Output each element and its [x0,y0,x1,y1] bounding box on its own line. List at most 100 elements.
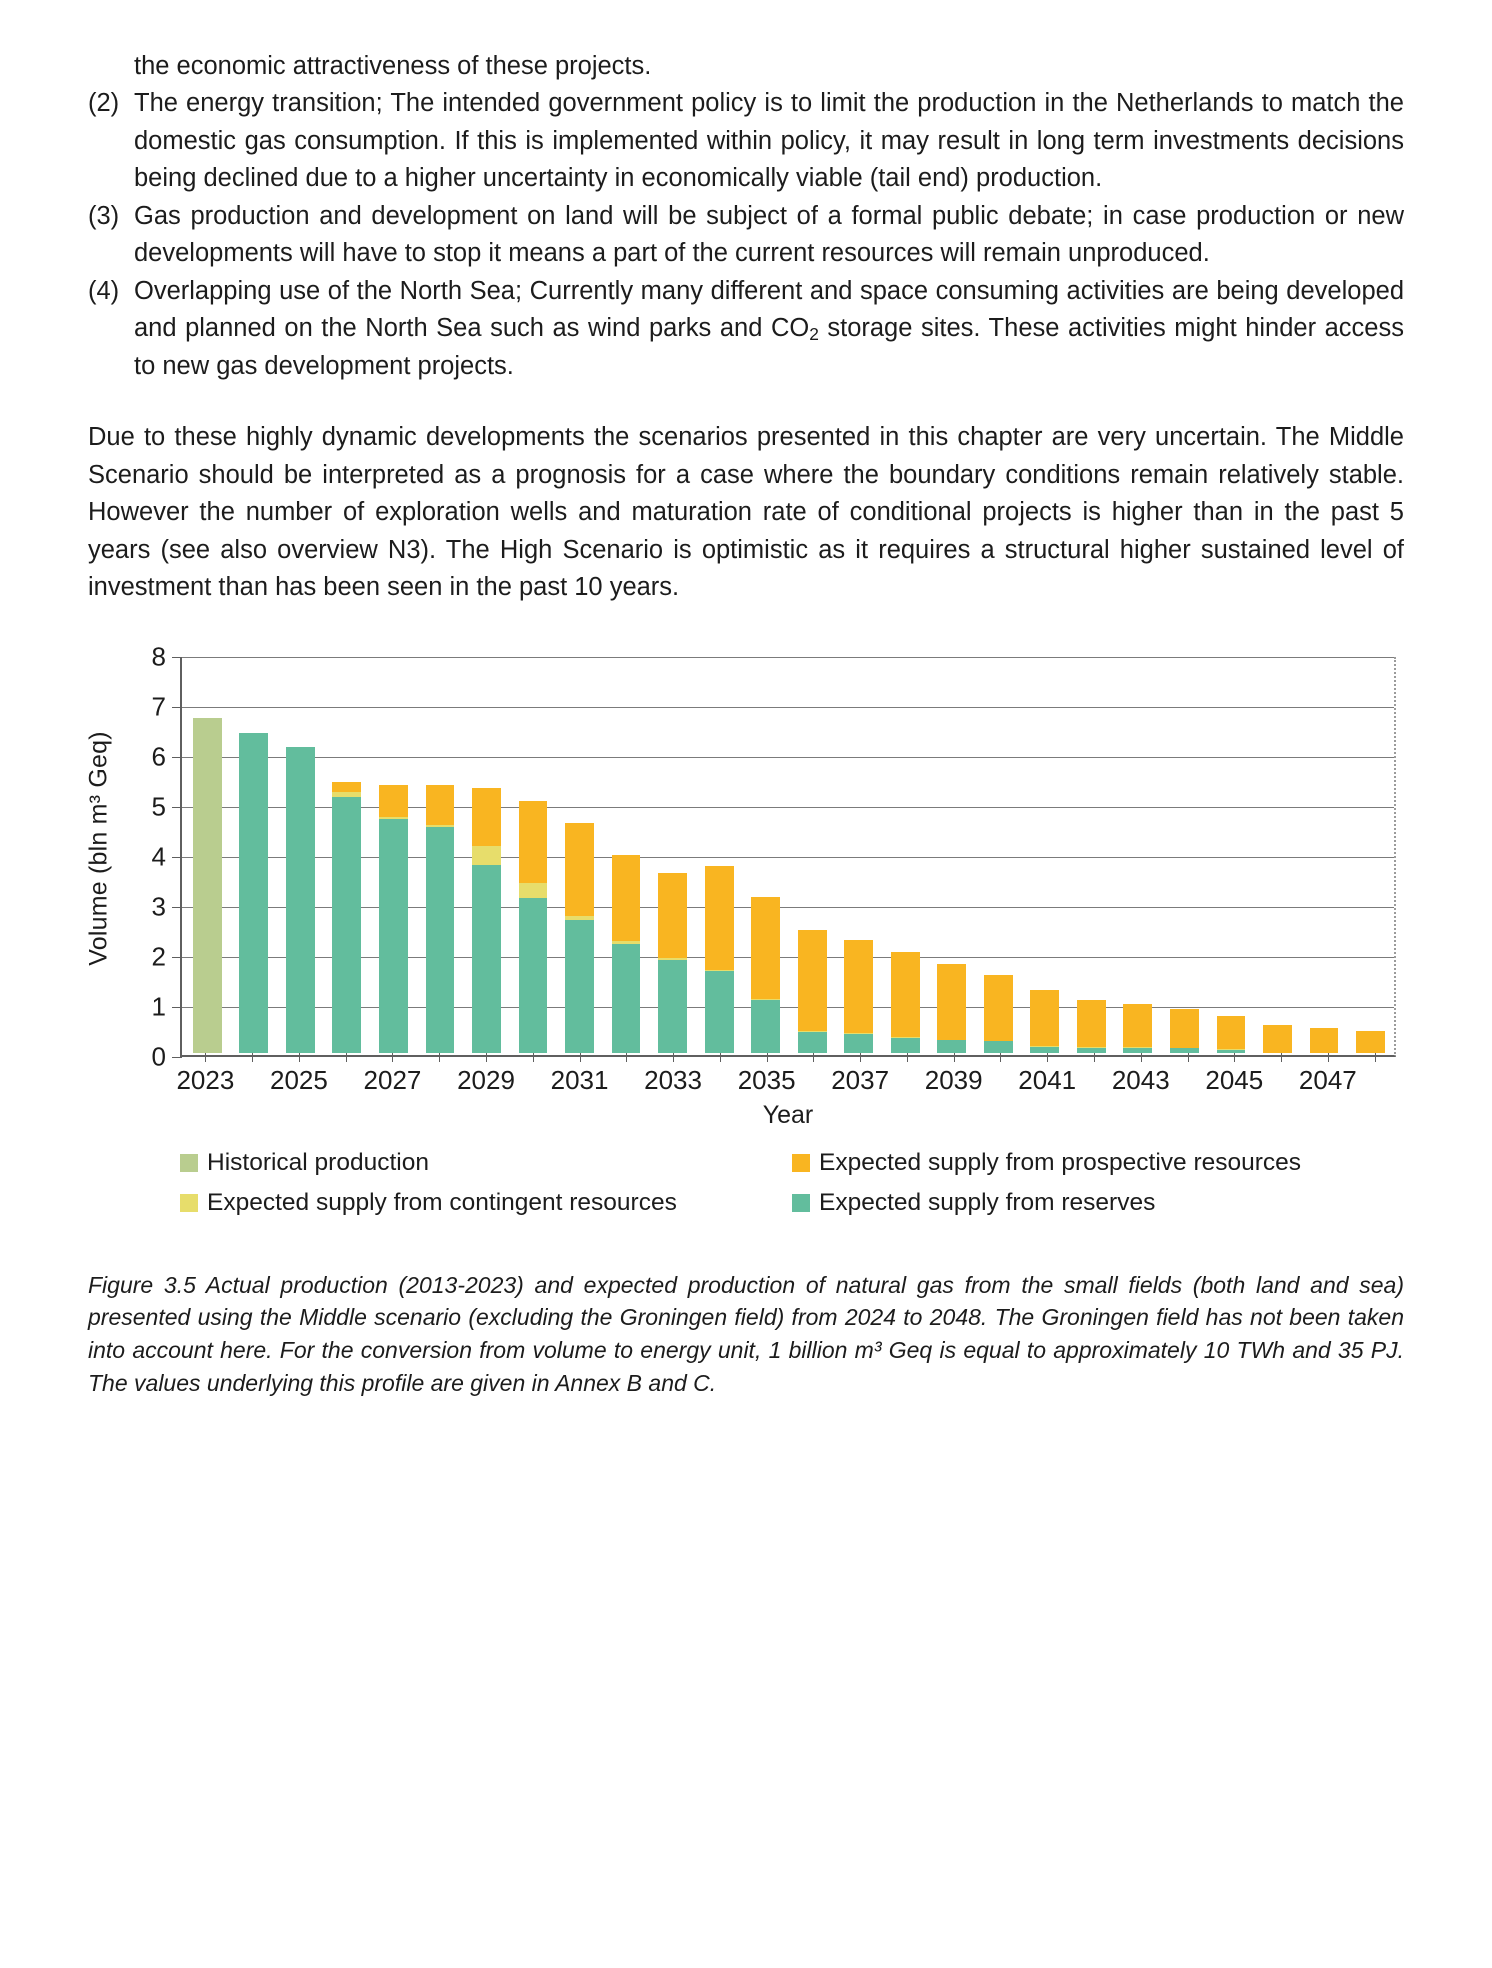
bar[interactable] [611,855,641,1053]
legend-item[interactable]: Expected supply from prospective resourc… [792,1149,1404,1177]
x-tick-mark [345,1052,347,1062]
bar-segment [937,964,967,1040]
bar[interactable] [797,930,827,1053]
bar[interactable] [658,872,687,1053]
bar[interactable] [332,781,362,1053]
bar-segment [797,1031,827,1033]
bar[interactable] [1356,1031,1385,1053]
body-text: the economic attractiveness of these pro… [88,48,1404,607]
bar-slot [1254,653,1301,1053]
bar-segment [565,916,594,921]
legend-item[interactable]: Historical production [180,1149,792,1177]
bar-segment [1076,999,1106,1048]
gridline [182,1006,1394,1008]
bar-segment [565,822,594,917]
gridline [182,756,1394,758]
bar-slot [1068,653,1115,1053]
x-tick-label: 2023 [176,1064,235,1095]
x-tick-label: 2041 [1018,1064,1077,1095]
bar[interactable] [844,940,874,1053]
bar[interactable] [472,787,501,1053]
bar[interactable] [1216,1016,1246,1053]
bar[interactable] [1170,1009,1199,1053]
bar[interactable] [378,785,408,1053]
lead-line: the economic attractiveness of these pro… [134,52,652,80]
bar-slot [929,653,976,1053]
y-tick-mark [172,1006,182,1008]
bar-segment [378,819,408,1053]
bar[interactable] [1076,999,1106,1053]
x-tick-mark [719,1052,721,1062]
chart-legend: Historical production Expected supply fro… [180,1149,1404,1217]
x-tick-label: 2043 [1111,1064,1170,1095]
bar[interactable] [192,717,222,1053]
list-item-number: (3) [88,201,120,230]
bar-segment [518,882,548,898]
x-tick-mark [1047,1052,1049,1062]
x-tick-mark [813,1052,815,1062]
list-item-number: (2) [88,89,120,118]
x-tick-label: 2045 [1205,1064,1264,1095]
bar-segment [1123,1004,1153,1048]
bar[interactable] [1309,1028,1339,1053]
x-tick-mark [1187,1052,1189,1062]
figure-caption: Figure 3.5 Actual production (2013-2023)… [88,1271,1404,1396]
bar[interactable] [751,896,781,1053]
x-tick-mark [532,1052,534,1062]
legend-label: Expected supply from reserves [819,1188,1156,1216]
y-tick-label: 3 [151,891,166,922]
bar-segment [332,781,362,792]
bar-segment [983,1041,1013,1053]
bar-slot [1347,653,1394,1053]
bar-segment [332,796,362,1053]
bar-segment [1170,1009,1199,1048]
bar-segment [1216,1049,1246,1050]
x-axis-label: Year [762,1100,814,1129]
legend-label: Expected supply from contingent resource… [207,1188,677,1216]
list-item-text: Gas production and development on land w… [134,201,1404,268]
bar[interactable] [425,785,455,1053]
bar-slot [975,653,1022,1053]
bar-segment [844,1033,874,1035]
bar[interactable] [1123,1004,1153,1053]
bar[interactable] [239,732,269,1053]
list-item-text: Overlapping use of the North Sea; Curren… [134,273,1404,385]
bar-segment [983,1040,1013,1042]
bar-segment [658,959,687,1053]
bar-segment [890,951,920,1037]
bar[interactable] [1263,1024,1292,1053]
gridline [182,706,1394,708]
y-tick-mark [172,706,182,708]
bar-segment [751,896,781,1000]
x-tick-label: 2039 [924,1064,983,1095]
bar-segment [472,787,501,847]
bar[interactable] [285,746,315,1053]
bar[interactable] [565,822,594,1053]
bar[interactable] [1030,990,1060,1053]
bar-slot [696,653,743,1053]
bar[interactable] [704,866,734,1053]
bar-segment [704,866,734,970]
x-tick-label: 2027 [363,1064,422,1095]
x-tick-mark [1140,1052,1142,1062]
bar[interactable] [983,974,1013,1053]
x-tick-mark [953,1052,955,1062]
gridline [182,956,1394,958]
y-tick-label: 7 [151,691,166,722]
bar-slot [789,653,836,1053]
bar-segment [611,941,641,944]
bar-segment [983,974,1013,1041]
bar-segment [890,1036,920,1038]
bar-slot [603,653,650,1053]
bar[interactable] [890,951,920,1053]
bar-segment [937,1039,967,1041]
bar[interactable] [518,801,548,1053]
co2-subscript: 2 [809,324,819,345]
bar-segment [797,1032,827,1053]
gridline [182,856,1394,858]
bar[interactable] [937,964,967,1053]
legend-item[interactable]: Expected supply from contingent resource… [180,1189,792,1217]
x-axis-ticks: 2023 2025 2027 2029 2031 2033 2035 2037 2039 2041… [176,1052,1398,1101]
legend-item[interactable]: Expected supply from reserves [792,1189,1404,1217]
gridline [182,806,1394,808]
